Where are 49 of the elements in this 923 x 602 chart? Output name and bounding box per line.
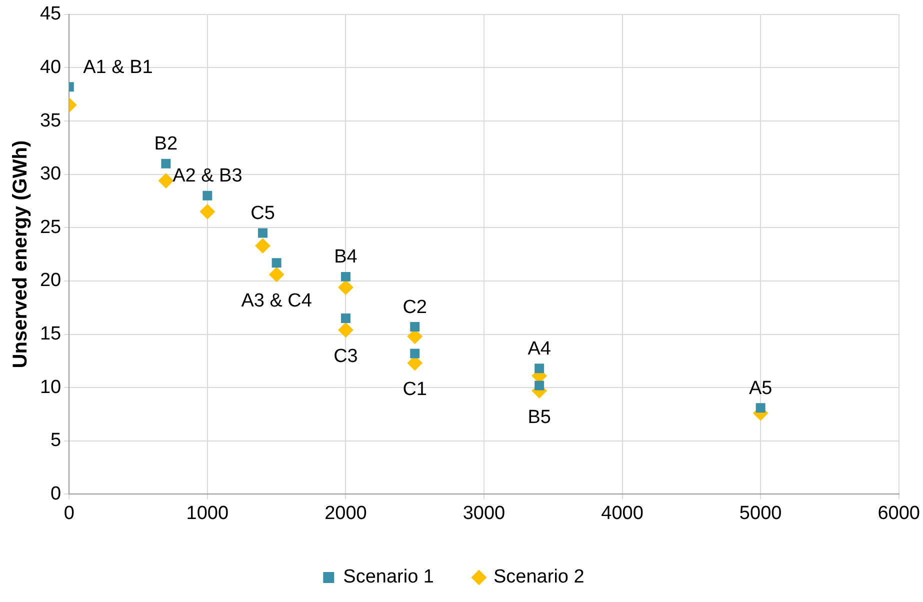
annotation: C5 [250, 202, 275, 224]
point [338, 322, 354, 338]
x-tick-label: 4000 [601, 502, 644, 524]
point [338, 280, 354, 295]
point [200, 204, 215, 220]
point [255, 238, 270, 254]
annotation: B5 [528, 406, 551, 428]
point [202, 190, 212, 200]
x-tick-label: 6000 [878, 502, 920, 524]
annotation: A2 & B3 [172, 166, 242, 187]
annotation: C3 [334, 346, 358, 367]
point [410, 322, 420, 332]
point [534, 364, 544, 374]
y-axis-title: Unserved energy (GWh) [10, 140, 32, 368]
point [272, 258, 282, 268]
point [410, 348, 420, 358]
point [534, 380, 544, 390]
y-tick-label: 5 [50, 430, 62, 452]
x-tick-label: 3000 [462, 502, 506, 524]
y-tick-label: 10 [40, 376, 62, 398]
annotation: B4 [334, 246, 358, 268]
x-tick-label: 0 [64, 502, 74, 524]
annotation: B2 [154, 134, 178, 155]
point [340, 314, 350, 324]
y-tick-label: 40 [40, 56, 62, 78]
annotation: C1 [402, 379, 428, 400]
x-tick-label: 1000 [186, 502, 229, 524]
annotation: A5 [748, 378, 772, 399]
y-tick-label: 15 [40, 324, 62, 344]
annotation: A4 [528, 338, 552, 360]
point [258, 228, 268, 238]
annotation: C2 [402, 296, 428, 318]
y-tick-label: 0 [50, 483, 62, 504]
annotation: A1 & B1 [83, 56, 153, 78]
point [158, 173, 174, 188]
y-tick-label: 35 [40, 110, 62, 132]
point [269, 267, 284, 282]
y-tick-label: 25 [40, 216, 62, 238]
y-tick-label: 30 [40, 164, 62, 185]
point [756, 403, 766, 413]
legend-label: Scenario 2 [494, 566, 584, 588]
y-tick-label: 45 [40, 4, 62, 25]
x-tick-label: 5000 [739, 502, 782, 524]
annotation: A3 & C4 [241, 290, 312, 312]
y-tick-label: 20 [40, 270, 62, 292]
legend-label: Scenario 1 [343, 566, 434, 588]
point [340, 272, 350, 282]
x-tick-label: 2000 [324, 502, 367, 524]
point [161, 158, 171, 168]
